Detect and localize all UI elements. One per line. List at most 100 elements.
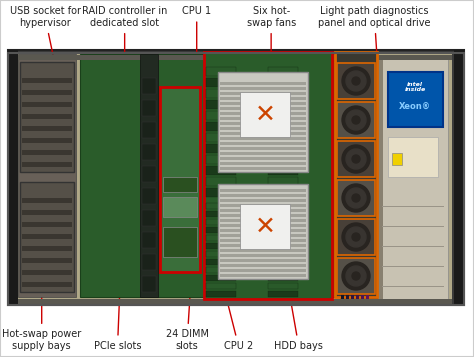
Bar bbox=[206, 291, 236, 297]
Bar bbox=[206, 155, 236, 164]
Bar bbox=[220, 147, 306, 150]
Bar bbox=[220, 209, 306, 212]
Bar bbox=[220, 214, 306, 217]
Bar bbox=[220, 264, 306, 267]
Bar bbox=[220, 229, 306, 232]
Bar bbox=[220, 97, 306, 100]
Bar bbox=[220, 204, 306, 207]
Text: PCIe slots: PCIe slots bbox=[94, 269, 141, 351]
Bar bbox=[340, 269, 378, 299]
Bar bbox=[220, 92, 306, 95]
Bar bbox=[142, 166, 156, 182]
Bar bbox=[18, 54, 76, 297]
Bar bbox=[268, 283, 298, 289]
Bar bbox=[206, 144, 236, 153]
Bar bbox=[220, 239, 306, 242]
Circle shape bbox=[346, 227, 366, 247]
Circle shape bbox=[342, 223, 370, 251]
Text: HDD bays: HDD bays bbox=[274, 269, 323, 351]
Bar bbox=[206, 227, 236, 233]
Bar bbox=[142, 188, 156, 204]
Bar bbox=[8, 50, 464, 305]
Bar bbox=[268, 219, 298, 225]
Bar bbox=[22, 150, 72, 155]
Circle shape bbox=[352, 155, 360, 163]
Bar bbox=[22, 90, 72, 95]
Bar bbox=[22, 234, 72, 239]
Bar bbox=[268, 275, 298, 281]
Circle shape bbox=[352, 77, 360, 85]
Bar bbox=[268, 78, 298, 87]
Bar bbox=[206, 243, 236, 249]
Bar bbox=[22, 138, 72, 143]
Bar bbox=[220, 254, 306, 257]
Bar bbox=[142, 276, 156, 292]
Circle shape bbox=[342, 145, 370, 173]
Bar bbox=[268, 144, 298, 153]
Bar bbox=[220, 167, 306, 170]
Bar bbox=[206, 267, 236, 273]
Bar bbox=[268, 251, 298, 257]
Text: Xeon®: Xeon® bbox=[399, 101, 431, 111]
Bar bbox=[220, 132, 306, 135]
Text: ✕: ✕ bbox=[255, 103, 275, 127]
Bar bbox=[268, 155, 298, 164]
Bar bbox=[268, 227, 298, 233]
Bar bbox=[220, 82, 306, 85]
Bar bbox=[220, 224, 306, 227]
Bar bbox=[268, 267, 298, 273]
Bar bbox=[206, 219, 236, 225]
Bar bbox=[22, 78, 72, 83]
Circle shape bbox=[352, 272, 360, 280]
Bar bbox=[206, 203, 236, 209]
Bar bbox=[80, 54, 370, 297]
Bar bbox=[206, 177, 236, 186]
Bar bbox=[220, 259, 306, 262]
Bar bbox=[335, 52, 377, 297]
Bar bbox=[220, 199, 306, 202]
Circle shape bbox=[346, 110, 366, 130]
Bar bbox=[8, 53, 464, 305]
Bar bbox=[206, 283, 236, 289]
Bar bbox=[361, 269, 364, 299]
Bar bbox=[337, 141, 375, 177]
Bar bbox=[337, 180, 375, 216]
Bar bbox=[268, 67, 298, 76]
Circle shape bbox=[346, 149, 366, 169]
Bar bbox=[220, 249, 306, 252]
Bar bbox=[206, 122, 236, 131]
Bar bbox=[220, 162, 306, 165]
Bar bbox=[220, 234, 306, 237]
Bar bbox=[268, 291, 298, 297]
Bar bbox=[220, 102, 306, 105]
Bar bbox=[220, 274, 306, 277]
Bar bbox=[20, 182, 74, 292]
Bar bbox=[22, 270, 72, 275]
Bar bbox=[337, 63, 375, 99]
Bar bbox=[0, 0, 474, 52]
Text: CPU 2: CPU 2 bbox=[218, 269, 253, 351]
Bar bbox=[268, 122, 298, 131]
Text: ✕: ✕ bbox=[255, 215, 275, 239]
Bar bbox=[206, 111, 236, 120]
Bar bbox=[220, 152, 306, 155]
Circle shape bbox=[352, 233, 360, 241]
Bar bbox=[220, 244, 306, 247]
Bar bbox=[341, 269, 344, 299]
Bar bbox=[163, 177, 197, 192]
Bar bbox=[378, 56, 383, 299]
Circle shape bbox=[346, 188, 366, 208]
Bar bbox=[220, 269, 306, 272]
Bar bbox=[142, 78, 156, 94]
Bar bbox=[22, 246, 72, 251]
Bar bbox=[220, 127, 306, 130]
Circle shape bbox=[346, 266, 366, 286]
Bar bbox=[140, 54, 158, 297]
Bar bbox=[206, 211, 236, 217]
Bar bbox=[22, 126, 72, 131]
Bar bbox=[337, 219, 375, 255]
Bar bbox=[142, 254, 156, 270]
Bar bbox=[22, 102, 72, 107]
Bar bbox=[220, 87, 306, 90]
Bar bbox=[220, 219, 306, 222]
